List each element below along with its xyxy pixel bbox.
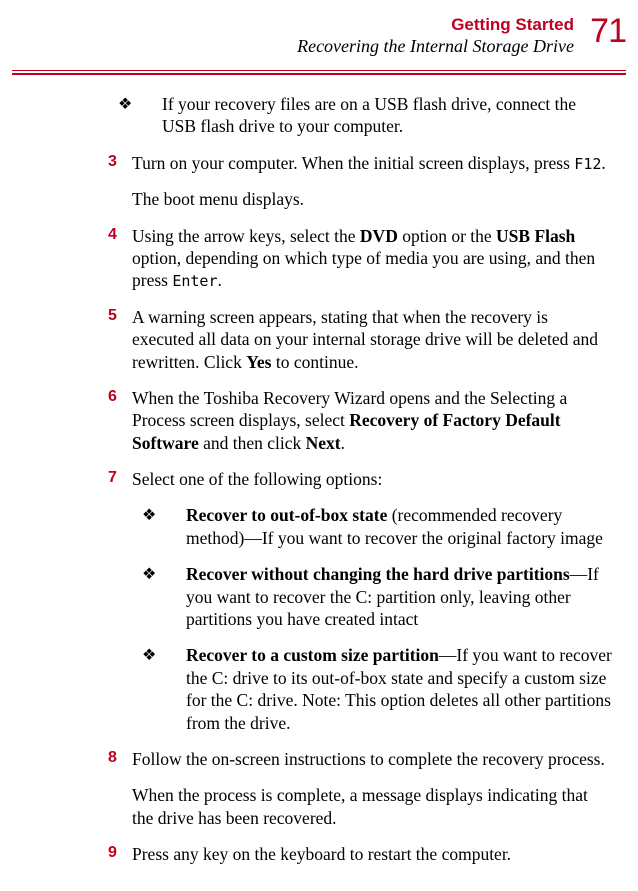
step-5: 5 A warning screen appears, stating that… [108,306,612,373]
header-rule-thin [12,70,626,71]
body-text: A warning screen appears, stating that w… [132,307,598,372]
diamond-bullet-icon: ❖ [118,95,132,115]
body-text: Recover to out-of-box state (recommended… [186,505,603,547]
section-title: Recovering the Internal Storage Drive [12,37,574,57]
step-3: 3 Turn on your computer. When the initia… [108,152,612,174]
diamond-bullet-icon: ❖ [142,646,156,666]
body-text: Press any key on the keyboard to restart… [132,844,511,864]
diamond-bullet-icon: ❖ [142,506,156,526]
body-text: Select one of the following options: [132,469,382,489]
step-number: 9 [108,843,117,863]
list-item: ❖ Recover to out-of-box state (recommend… [132,504,612,549]
step-4: 4 Using the arrow keys, select the DVD o… [108,225,612,292]
body-text: Follow the on-screen instructions to com… [132,749,605,769]
page-number: 71 [590,12,626,51]
body-text: The boot menu displays. [132,189,304,209]
step-6: 6 When the Toshiba Recovery Wizard opens… [108,387,612,454]
step-number: 6 [108,387,117,407]
step-9: 9 Press any key on the keyboard to resta… [108,843,612,865]
header-titles: Getting Started Recovering the Internal … [12,16,574,56]
step-8: 8 Follow the on-screen instructions to c… [108,748,612,770]
key-label: F12 [574,155,601,173]
step-number: 7 [108,468,117,488]
body-text: Recover without changing the hard drive … [186,564,599,629]
page-content: ❖ If your recovery files are on a USB fl… [12,75,626,866]
list-item: ❖ If your recovery files are on a USB fl… [108,93,612,138]
chapter-title: Getting Started [12,16,574,35]
body-text: Recover to a custom size partition—If yo… [186,645,612,732]
body-text: Turn on your computer. When the initial … [132,153,606,173]
body-text: If your recovery files are on a USB flas… [162,94,576,136]
body-text: When the Toshiba Recovery Wizard opens a… [132,388,567,453]
page: Getting Started Recovering the Internal … [0,0,638,891]
list-item: ❖ Recover to a custom size partition—If … [132,644,612,734]
step-number: 4 [108,225,117,245]
key-label: Enter [172,272,217,290]
step-number: 8 [108,748,117,768]
page-header: Getting Started Recovering the Internal … [12,16,626,64]
step-8-note: When the process is complete, a message … [108,784,612,829]
list-item: ❖ Recover without changing the hard driv… [132,563,612,630]
step-number: 5 [108,306,117,326]
body-text: Using the arrow keys, select the DVD opt… [132,226,595,291]
step-number: 3 [108,152,117,172]
step-3-note: The boot menu displays. [108,188,612,210]
body-text: When the process is complete, a message … [132,785,588,827]
diamond-bullet-icon: ❖ [142,565,156,585]
step-7: 7 Select one of the following options: [108,468,612,490]
